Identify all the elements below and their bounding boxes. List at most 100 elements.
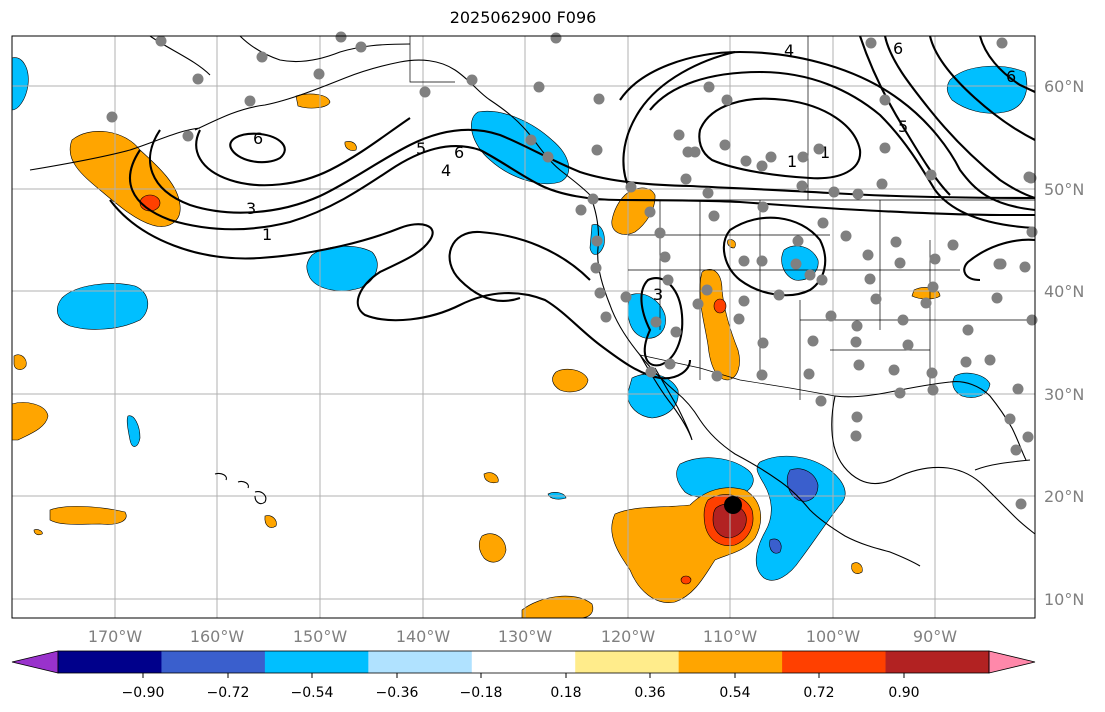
contour-label: 1: [262, 225, 272, 244]
colorbar-extend-high: [988, 650, 1036, 674]
station-marker: [807, 335, 819, 347]
station-marker: [995, 258, 1007, 270]
station-marker: [1026, 226, 1038, 238]
station-marker: [654, 227, 666, 239]
station-marker: [733, 313, 745, 325]
cbar-tick-label: −0.36: [376, 685, 419, 701]
station-marker: [575, 204, 587, 216]
station-marker: [182, 130, 194, 142]
lon-label-160w: 160°W: [190, 627, 245, 646]
station-marker: [692, 298, 704, 310]
station-marker: [708, 210, 720, 222]
station-marker: [738, 255, 750, 267]
colorbar-segment: [678, 651, 783, 673]
lon-label-150w: 150°W: [293, 627, 348, 646]
contour-label: 1: [820, 143, 830, 162]
station-marker: [894, 387, 906, 399]
map-frame: [11, 35, 1036, 619]
colorbar-segment: [575, 651, 680, 673]
positive-anomaly: [851, 562, 863, 574]
negative-anomaly: [952, 372, 991, 398]
positive-anomaly: [295, 93, 331, 109]
station-marker: [719, 139, 731, 151]
station-marker: [850, 430, 862, 442]
positive-anomaly: [344, 141, 357, 151]
station-marker: [902, 339, 914, 351]
station-marker: [1015, 498, 1027, 510]
station-marker: [984, 354, 996, 366]
contour-labels: 6 5 6 4 3 1 4 1 1 5 6 6 3: [246, 39, 1016, 304]
station-marker: [155, 35, 167, 47]
station-marker: [925, 169, 937, 181]
station-marker: [593, 93, 605, 105]
station-marker: [533, 81, 545, 93]
lat-label-30n: 30°N: [1044, 385, 1084, 404]
lat-label-60n: 60°N: [1044, 77, 1084, 96]
lat-label-10n: 10°N: [1044, 590, 1084, 609]
station-marker: [756, 255, 768, 267]
station-marker: [313, 68, 325, 80]
station-marker: [765, 151, 777, 163]
cyclone-center-marker: [724, 496, 742, 514]
contour-label: 4: [441, 161, 451, 180]
cbar-tick-label: −0.72: [207, 685, 250, 701]
lat-label-40n: 40°N: [1044, 282, 1084, 301]
station-marker: [927, 384, 939, 396]
station-marker: [192, 73, 204, 85]
station-marker: [738, 295, 750, 307]
station-marker: [701, 284, 713, 296]
lon-label-110w: 110°W: [703, 627, 758, 646]
colorbar-segment: [885, 651, 990, 673]
station-marker: [816, 274, 828, 286]
station-marker: [590, 262, 602, 274]
cbar-tick-label: −0.54: [291, 685, 334, 701]
latitude-labels: 60°N 50°N 40°N 30°N 20°N 10°N: [1044, 77, 1084, 609]
station-marker: [879, 142, 891, 154]
contour-label: 5: [416, 139, 426, 158]
shaded-anomalies: [11, 57, 1028, 619]
station-marker: [962, 324, 974, 336]
station-marker: [850, 336, 862, 348]
station-marker: [244, 95, 256, 107]
positive-anomaly: [483, 472, 499, 484]
lon-label-170w: 170°W: [88, 627, 143, 646]
contour-label: 6: [1006, 67, 1016, 86]
positive-anomaly-core: [139, 194, 161, 212]
station-marker: [888, 364, 900, 376]
cbar-tick-label: 0.18: [550, 685, 581, 701]
station-marker: [876, 178, 888, 190]
station-marker: [620, 291, 632, 303]
lon-label-90w: 90°W: [913, 627, 957, 646]
station-marker: [673, 129, 685, 141]
station-marker: [897, 314, 909, 326]
station-marker: [1010, 444, 1022, 456]
station-marker: [796, 180, 808, 192]
lon-label-120w: 120°W: [601, 627, 656, 646]
station-marker: [870, 293, 882, 305]
cbar-tick-label: 0.54: [719, 685, 750, 701]
station-marker: [920, 297, 932, 309]
positive-anomaly-core: [680, 575, 692, 585]
colorbar-segment: [782, 651, 887, 673]
station-marker: [890, 236, 902, 248]
station-marker: [864, 273, 876, 285]
contour-label: 1: [787, 152, 797, 171]
positive-anomaly: [11, 402, 49, 441]
contour-label: 5: [898, 117, 908, 136]
station-marker: [650, 316, 662, 328]
cbar-tick-label: 0.72: [803, 685, 834, 701]
station-marker: [703, 81, 715, 93]
station-marker: [757, 201, 769, 213]
positive-anomaly: [552, 368, 589, 393]
station-marker: [664, 358, 676, 370]
station-marker: [960, 356, 972, 368]
station-marker: [670, 326, 682, 338]
cbar-tick-label: −0.90: [122, 685, 165, 701]
station-marker: [542, 151, 554, 163]
cbar-tick-label: 0.36: [634, 685, 665, 701]
colorbar-segment: [264, 651, 369, 673]
positive-anomaly-core: [713, 298, 727, 314]
station-marker: [256, 51, 268, 63]
station-marker: [740, 155, 752, 167]
coastlines: [29, 35, 1036, 567]
